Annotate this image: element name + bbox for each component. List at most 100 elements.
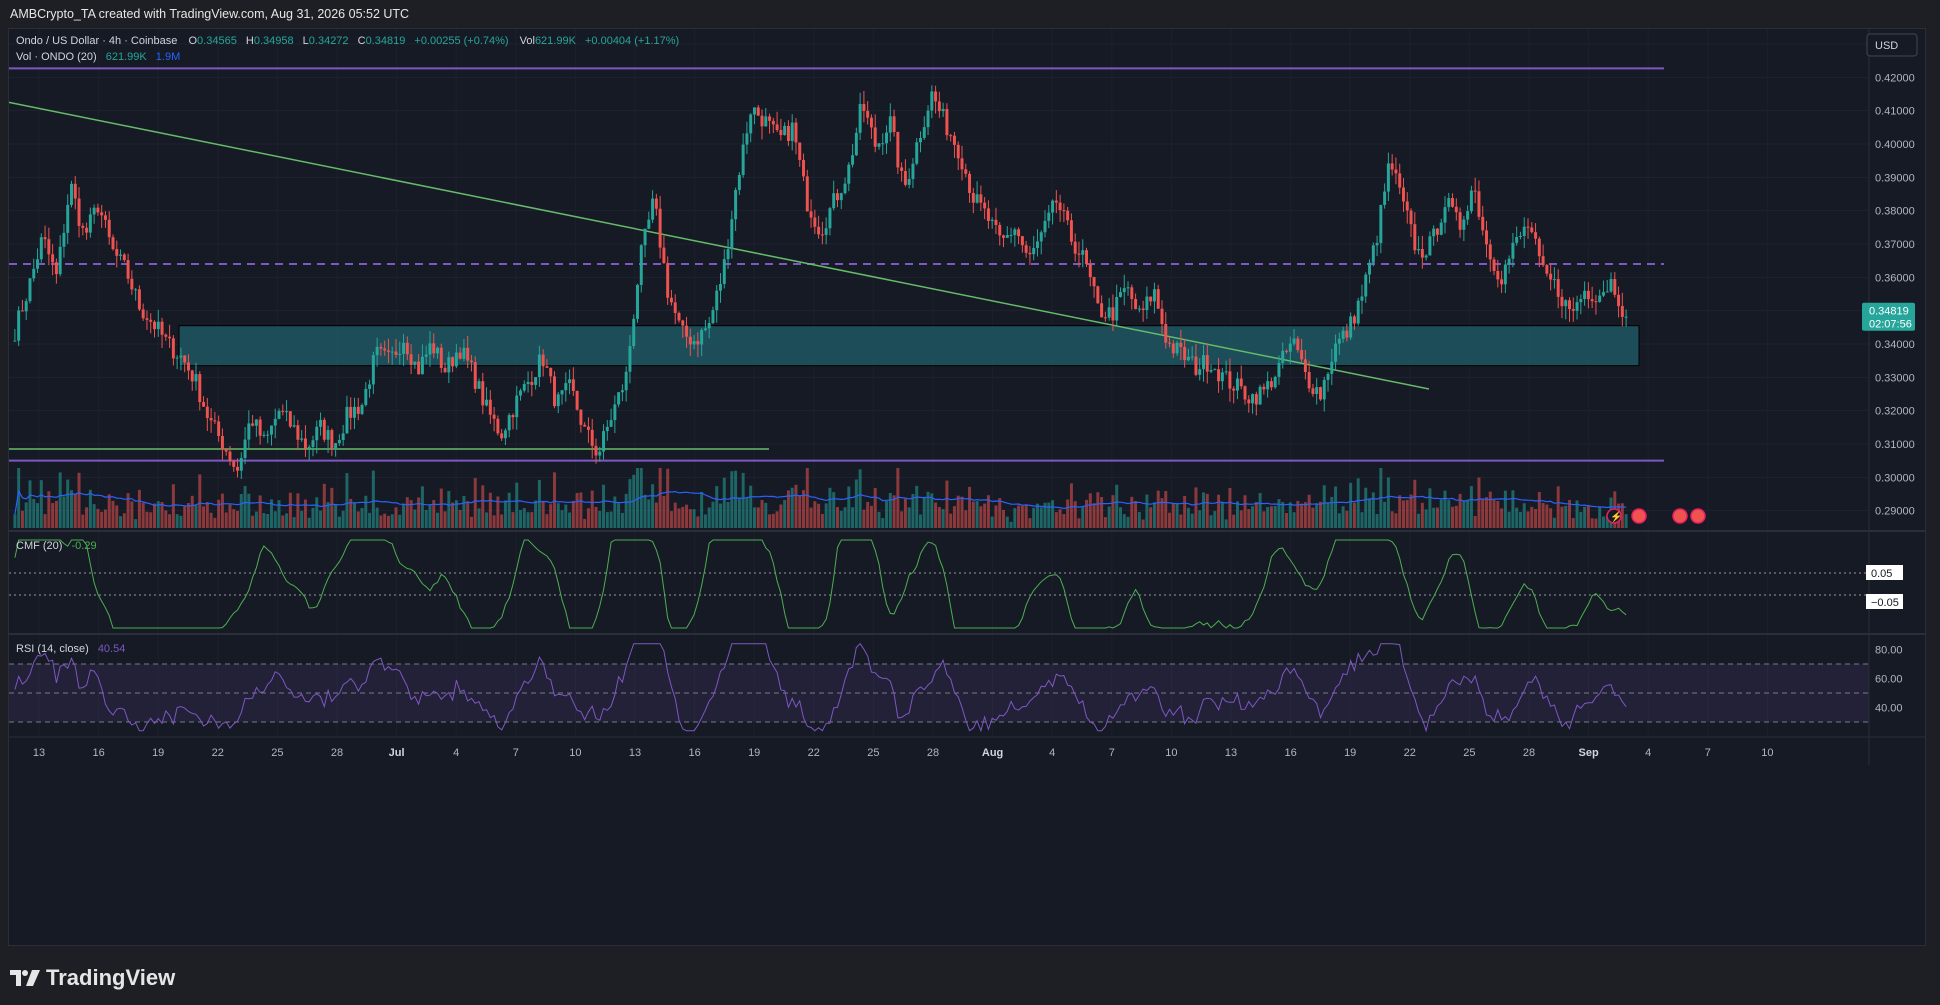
volume-bar — [1409, 494, 1413, 528]
volume-bar — [628, 479, 632, 528]
candle-body — [866, 110, 870, 118]
candle-body — [1103, 317, 1107, 319]
candle-body — [685, 325, 689, 337]
candle-body — [1503, 264, 1507, 285]
volume-bar — [1009, 521, 1013, 528]
low-value: 0.34272 — [309, 35, 349, 47]
lightning-event-icon[interactable] — [1606, 508, 1622, 524]
candle-body — [345, 406, 349, 434]
candle-body — [85, 227, 89, 233]
volume-bar — [1522, 503, 1526, 528]
time-tick-label: 28 — [331, 747, 343, 759]
volume-bar — [1020, 505, 1024, 528]
time-tick-label: 7 — [1109, 747, 1115, 759]
volume-bar — [85, 507, 89, 528]
volume-bar — [13, 514, 17, 528]
volume-bar — [1243, 495, 1247, 528]
us-flag-event-icon[interactable] — [1672, 508, 1688, 524]
us-flag-event-icon[interactable] — [1690, 508, 1706, 524]
candle-body — [1069, 220, 1073, 242]
candle-body — [507, 415, 511, 431]
candle-body — [100, 212, 104, 216]
volume-bar — [745, 497, 749, 528]
volume-bar — [858, 469, 862, 528]
volume-bar — [1447, 500, 1451, 528]
candle-body — [1251, 394, 1255, 404]
candle-body — [413, 361, 417, 365]
candle-body — [862, 103, 866, 111]
candle-body — [436, 347, 439, 354]
candle-body — [1285, 350, 1288, 352]
volume-bar — [353, 502, 356, 528]
candle-body — [1209, 369, 1213, 372]
volume-bar — [1024, 504, 1028, 528]
volume-bar — [669, 511, 673, 528]
us-flag-event-icon[interactable] — [1631, 508, 1647, 524]
candle-body — [58, 246, 62, 275]
volume-bar — [24, 502, 28, 528]
candle-body — [813, 217, 817, 227]
volume-bar — [1485, 497, 1488, 528]
volume-bar — [1100, 497, 1104, 528]
volume-bar — [360, 507, 364, 528]
candle-body — [477, 381, 481, 389]
candle-body — [17, 310, 21, 341]
candle-body — [243, 439, 247, 459]
volume-bar — [1575, 500, 1579, 528]
candle-body — [1032, 248, 1036, 255]
time-tick-label: Jul — [389, 747, 405, 759]
candle-body — [1620, 306, 1624, 317]
candle-body — [186, 362, 190, 371]
candle-body — [930, 91, 934, 111]
tradingview-logo[interactable]: TradingView — [10, 965, 175, 991]
volume-bar — [1251, 506, 1255, 528]
volume-bar — [737, 498, 741, 528]
candle-body — [1364, 274, 1368, 297]
candle-body — [1349, 316, 1353, 338]
candle-body — [790, 122, 794, 141]
volume-bar — [1183, 495, 1187, 528]
candle-body — [1262, 386, 1266, 390]
volume-bar — [137, 489, 141, 528]
volume-bar — [319, 510, 323, 528]
volume-bar — [126, 493, 130, 528]
volume-bar — [1115, 484, 1119, 528]
currency-button[interactable]: USD — [1866, 33, 1918, 57]
rsi-label: RSI (14, close) — [16, 643, 89, 655]
volume-bar — [1545, 504, 1549, 528]
candle-body — [1088, 264, 1092, 278]
volume-bar — [1315, 504, 1319, 528]
candle-body — [583, 424, 587, 427]
volume-bar — [1062, 514, 1066, 528]
volume-bar — [1186, 507, 1190, 528]
candle-body — [1277, 362, 1281, 377]
candle-body — [1413, 224, 1417, 251]
candle-body — [405, 342, 409, 355]
volume-bar — [239, 494, 243, 528]
candle-body — [1617, 294, 1621, 307]
volume-bar — [315, 497, 319, 528]
demand-zone — [178, 325, 1640, 367]
candle-body — [1326, 373, 1330, 380]
volume-bar — [390, 514, 394, 528]
volume-bar — [1160, 498, 1164, 528]
candle-body — [1092, 277, 1096, 287]
event-markers[interactable]: ⚡ — [1606, 508, 1706, 524]
candle-body — [319, 419, 323, 427]
volume-bar — [1466, 499, 1470, 528]
volume-bar — [251, 515, 255, 528]
tradingview-logo-icon — [10, 970, 40, 986]
time-tick-label: 25 — [271, 747, 283, 759]
candle-body — [1281, 350, 1285, 363]
candle-body — [1360, 296, 1364, 301]
time-tick-label: 28 — [1523, 747, 1535, 759]
volume-bar — [1254, 501, 1258, 528]
volume-bar — [900, 511, 904, 528]
volume-bar — [1122, 514, 1126, 528]
candle-body — [560, 390, 564, 395]
vol-change: +0.00404 (+1.17%) — [585, 35, 679, 47]
volume-bar — [243, 485, 247, 528]
volume-bar — [847, 486, 851, 528]
